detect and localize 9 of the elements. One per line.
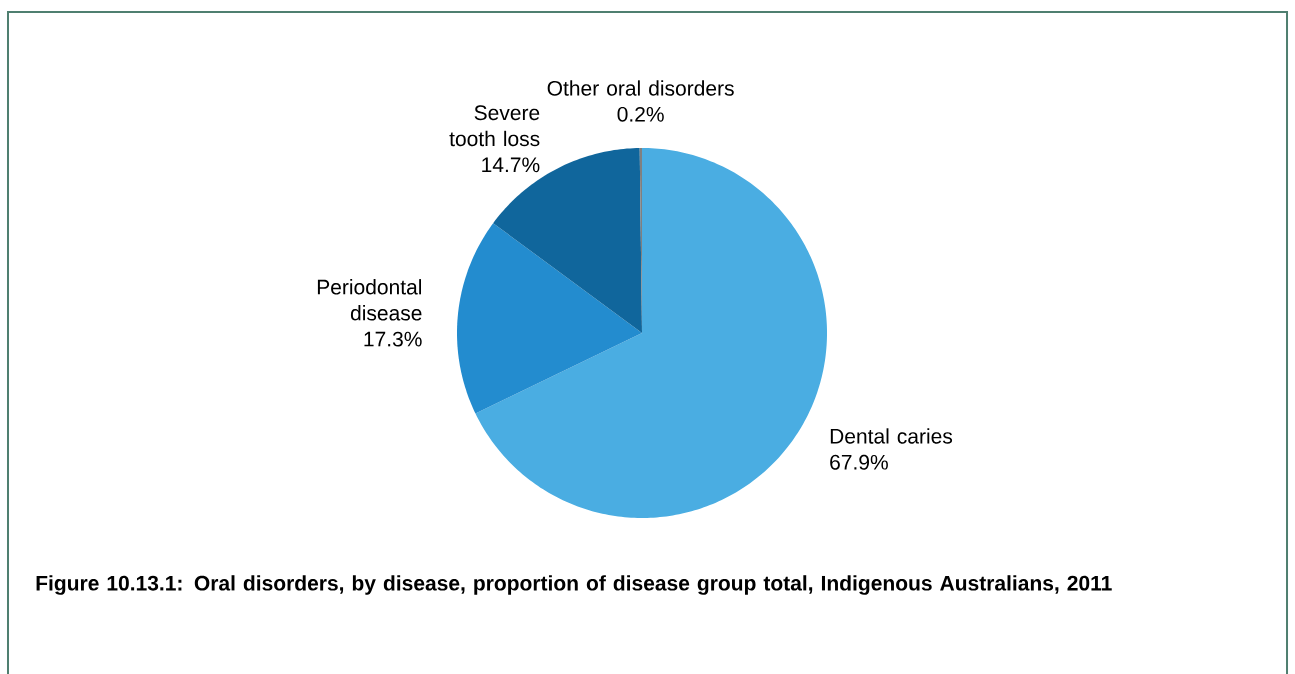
slice-label: Dental caries xyxy=(830,428,953,444)
data-label: 14.7% xyxy=(482,157,540,173)
data-label: 17.3% xyxy=(364,331,422,347)
slice-label: Periodontal disease xyxy=(317,279,422,321)
data-label: 67.9% xyxy=(830,454,888,470)
text: Figure 10.13.1: Oral disorders, by disease, proportion of disease group total, Indigenous Australians, 2011 xyxy=(36,575,1112,595)
slice-label: Severe tooth loss xyxy=(449,105,540,147)
data-label: 0.2% xyxy=(617,106,664,122)
slice-label: Other oral disorders xyxy=(547,80,734,96)
